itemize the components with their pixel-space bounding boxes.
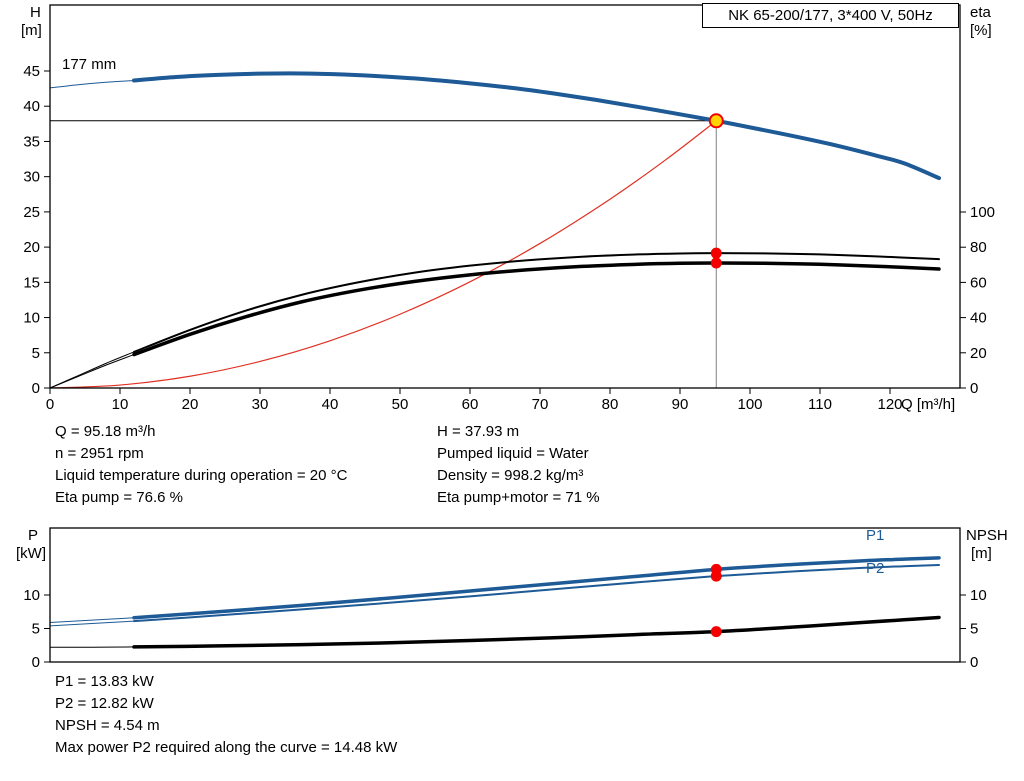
chart-frame [49, 4, 961, 389]
x-tick-label: 100 [737, 396, 762, 413]
x-tick-label: 120 [877, 396, 902, 413]
x-tick-label: 60 [462, 396, 479, 413]
y-right-tick-label: 0 [970, 380, 978, 397]
y-right-tick-label: 60 [970, 274, 987, 291]
p-axis-title: P [28, 527, 39, 544]
p1-curve-label: P1 [866, 527, 885, 544]
result-npsh: NPSH = 4.54 m [55, 717, 160, 734]
x-tick-label: 90 [672, 396, 689, 413]
p-axis-unit: [kW] [16, 545, 46, 562]
result-p1: P1 = 13.83 kW [55, 673, 154, 690]
y-right-tick-label: 40 [970, 310, 987, 327]
info-density: Density = 998.2 kg/m³ [437, 467, 584, 484]
x-tick-label: 110 [808, 396, 832, 413]
impeller-diameter-label: 177 mm [62, 56, 117, 73]
x-tick-label: 70 [532, 396, 549, 413]
y-right-tick-label: 5 [970, 621, 978, 638]
npsh-axis-unit: [m] [971, 545, 992, 562]
result-max-p2: Max power P2 required along the curve = … [55, 739, 398, 756]
duty-info-right: H = 37.93 m Pumped liquid = Water Densit… [437, 421, 600, 509]
duty-point [708, 113, 724, 129]
npsh-axis-title: NPSH [966, 527, 1008, 544]
y-left-tick-label: 40 [23, 98, 40, 115]
eta-axis-title: eta [970, 4, 991, 21]
p2-curve [133, 563, 940, 623]
result-p2: P2 = 12.82 kW [55, 695, 154, 712]
y-right-tick-label: 20 [970, 345, 987, 362]
eta-pump-motor-curve-lead [49, 354, 135, 389]
p1-curve [132, 556, 941, 620]
results-block: P1 = 13.83 kW P2 = 12.82 kW NPSH = 4.54 … [55, 671, 397, 759]
p1-curve-lead [49, 617, 135, 623]
eta-axis-unit: [%] [970, 22, 992, 39]
info-temp: Liquid temperature during operation = 20… [55, 467, 348, 484]
y-left-tick-label: 10 [23, 587, 40, 604]
head-curve-177mm-lead [49, 80, 135, 89]
info-q: Q = 95.18 m³/h [55, 423, 156, 440]
y-left-tick-label: 20 [23, 239, 40, 256]
y-left-tick-label: 45 [23, 63, 40, 80]
info-liquid: Pumped liquid = Water [437, 445, 589, 462]
npsh-curve [132, 615, 941, 649]
x-tick-label: 40 [322, 396, 339, 413]
h-axis-unit: [m] [21, 22, 42, 39]
p2-curve-label: P2 [866, 560, 885, 577]
info-eta-pump: Eta pump = 76.6 % [55, 489, 183, 506]
y-left-tick-label: 0 [32, 380, 40, 397]
chart-frame [49, 527, 961, 663]
eta-pump-point [710, 247, 722, 259]
y-left-tick-label: 15 [23, 274, 40, 291]
y-left-tick-label: 10 [23, 310, 40, 327]
pump-title: NK 65-200/177, 3*400 V, 50Hz [728, 7, 933, 24]
x-tick-label: 30 [252, 396, 269, 413]
p2-curve-lead [49, 620, 135, 627]
q-axis-title: Q [m³/h] [901, 396, 956, 413]
info-h: H = 37.93 m [437, 423, 520, 440]
y-left-tick-label: 25 [23, 204, 40, 221]
y-left-tick-label: 35 [23, 133, 40, 150]
h-axis-title: H [30, 4, 41, 21]
x-tick-label: 10 [112, 396, 129, 413]
x-tick-label: 0 [46, 396, 54, 413]
x-tick-label: 20 [182, 396, 199, 413]
y-left-tick-label: 30 [23, 169, 40, 186]
duty-info-left: Q = 95.18 m³/h n = 2951 rpm Liquid tempe… [55, 421, 347, 509]
y-right-tick-label: 0 [970, 654, 978, 671]
y-right-tick-label: 80 [970, 239, 987, 256]
y-right-tick-label: 10 [970, 587, 987, 604]
pump-title-box: NK 65-200/177, 3*400 V, 50Hz [702, 3, 959, 28]
system-curve [49, 120, 717, 389]
x-tick-label: 50 [392, 396, 409, 413]
head-curve-177mm [132, 71, 941, 181]
info-eta-total: Eta pump+motor = 71 % [437, 489, 600, 506]
y-right-tick-label: 100 [970, 204, 995, 221]
eta-pump-motor-curve [132, 261, 941, 357]
npsh-point [710, 626, 722, 638]
p2-point [710, 570, 722, 582]
info-speed: n = 2951 rpm [55, 445, 144, 462]
x-tick-label: 80 [602, 396, 619, 413]
y-left-tick-label: 5 [32, 621, 40, 638]
eta-pump-motor-point [710, 257, 722, 269]
y-left-tick-label: 0 [32, 654, 40, 671]
eta-pump-curve [133, 252, 940, 353]
y-left-tick-label: 5 [32, 345, 40, 362]
